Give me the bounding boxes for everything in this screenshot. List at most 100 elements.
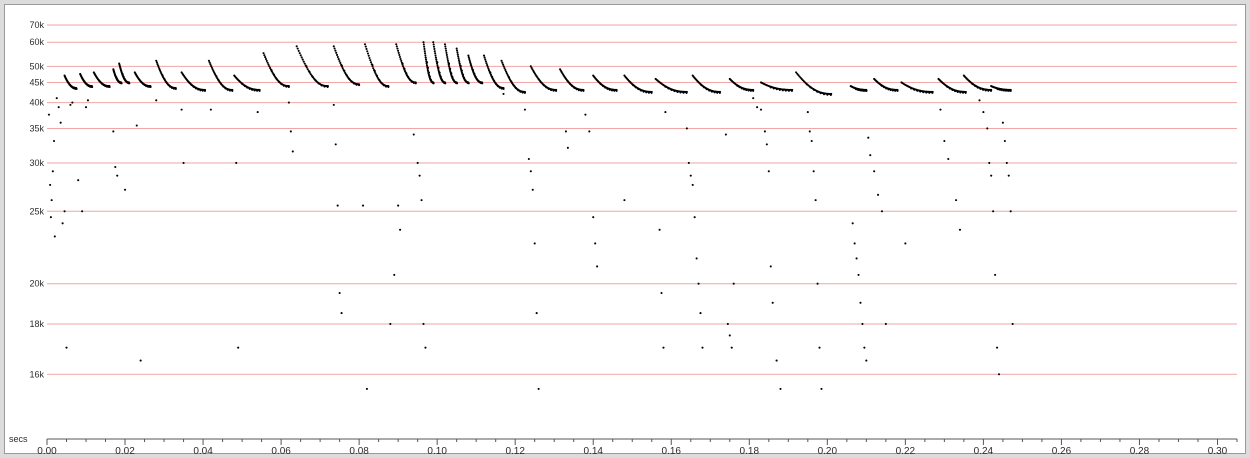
data-point [395, 45, 398, 48]
data-point [340, 65, 344, 68]
data-point [994, 273, 997, 276]
data-point [752, 88, 755, 91]
y-tick-label: 30k [29, 158, 44, 168]
data-point [203, 88, 207, 91]
scatter-point-layer [47, 41, 1014, 390]
data-point [401, 63, 404, 66]
data-point [851, 222, 854, 225]
data-point [650, 90, 653, 93]
x-tick-label: 0.16 [662, 446, 682, 457]
data-point [458, 60, 461, 63]
data-point [880, 210, 883, 213]
x-tick-label: 0.24 [974, 446, 994, 457]
data-point [422, 43, 425, 46]
data-point [269, 66, 272, 69]
data-point [1009, 210, 1012, 213]
x-tick-label: 0.26 [1052, 446, 1072, 457]
data-point [77, 179, 80, 182]
data-point [531, 188, 534, 191]
data-point [869, 154, 872, 157]
data-point [237, 346, 240, 349]
data-point [414, 81, 417, 84]
data-point [369, 61, 373, 64]
data-point [699, 312, 702, 315]
data-point [806, 111, 809, 114]
data-point [662, 346, 665, 349]
data-point [155, 59, 158, 62]
data-point [859, 301, 862, 304]
data-point [467, 54, 470, 57]
data-point [1009, 88, 1012, 91]
data-point [873, 170, 876, 173]
y-tick-label: 60k [29, 37, 44, 47]
data-point [387, 85, 390, 88]
data-point [434, 54, 437, 57]
data-point [695, 257, 698, 260]
data-point [566, 146, 569, 149]
data-point [364, 45, 367, 48]
data-point [123, 188, 127, 191]
data-point [182, 161, 185, 165]
data-point [51, 170, 54, 173]
x-tick-label: 0.30 [1208, 446, 1228, 457]
data-point [402, 65, 405, 68]
data-point [759, 108, 763, 111]
data-point [444, 45, 447, 48]
data-point [592, 216, 595, 219]
data-point [305, 66, 308, 69]
data-point [296, 47, 299, 50]
data-point [433, 50, 436, 53]
data-point [135, 124, 138, 127]
data-point [810, 139, 813, 143]
data-point [584, 113, 587, 116]
data-point [990, 88, 993, 91]
data-point [867, 136, 870, 139]
y-tick-label: 40k [29, 98, 44, 108]
data-point [529, 170, 532, 173]
data-point [904, 242, 907, 245]
data-point [400, 59, 403, 62]
data-point [812, 170, 815, 173]
data-point [555, 88, 558, 91]
data-point [685, 127, 688, 130]
chart-panel [4, 4, 1246, 454]
data-point [258, 88, 261, 91]
data-point [730, 346, 733, 349]
data-point [71, 101, 74, 104]
data-point [808, 130, 811, 133]
data-point [444, 47, 447, 50]
data-point [174, 86, 177, 90]
data-point [149, 85, 152, 88]
data-point [306, 68, 309, 71]
data-point [116, 174, 119, 177]
data-point [266, 61, 269, 64]
y-tick-label: 45k [29, 77, 44, 87]
data-point [333, 47, 336, 50]
data-point [300, 56, 303, 59]
data-point [795, 71, 798, 74]
data-point [978, 99, 981, 102]
data-point [726, 322, 729, 326]
data-point [1005, 161, 1008, 165]
data-point [335, 51, 338, 54]
y-tick-label: 20k [29, 279, 44, 289]
data-point [207, 59, 210, 62]
data-point [982, 111, 985, 114]
data-point [691, 183, 694, 186]
data-point [447, 63, 450, 66]
data-point [505, 70, 508, 73]
data-point [416, 161, 419, 165]
data-point [264, 56, 267, 59]
data-point [564, 130, 567, 133]
data-point [418, 174, 421, 177]
data-point [779, 387, 782, 390]
data-point [297, 49, 300, 52]
data-point [332, 45, 335, 48]
data-point [338, 59, 341, 63]
data-point [446, 55, 449, 59]
data-point [436, 64, 439, 67]
data-point [816, 282, 819, 285]
data-point [61, 222, 64, 225]
data-point [424, 56, 427, 59]
